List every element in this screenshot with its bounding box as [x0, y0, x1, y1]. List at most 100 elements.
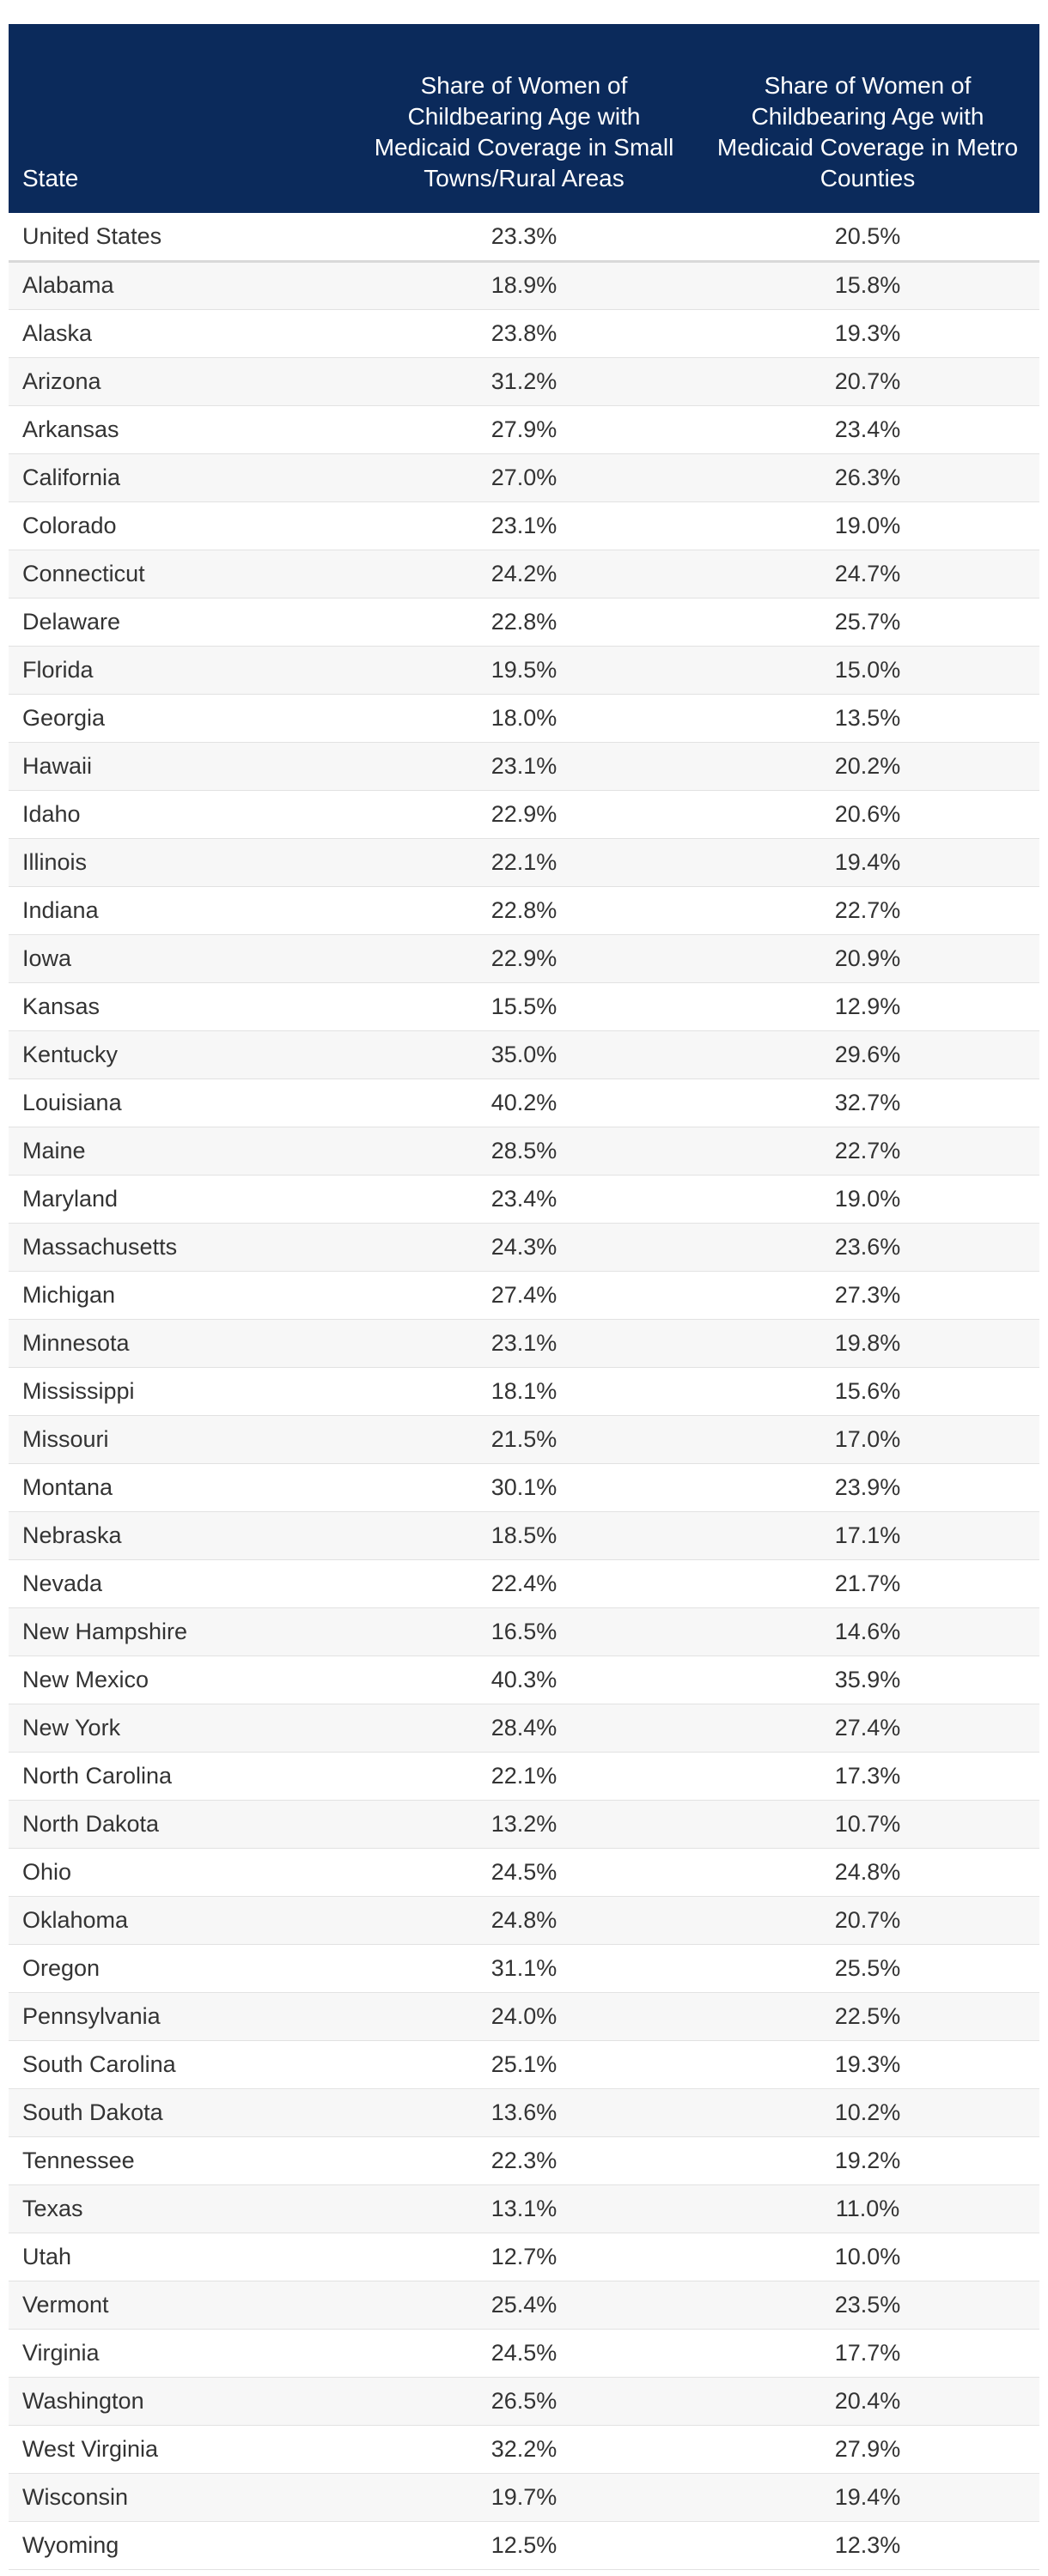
metro-share-cell: 29.6%	[834, 1041, 901, 1067]
rural-share-cell: 31.1%	[490, 1954, 558, 1981]
rural-share-cell: 22.1%	[490, 848, 558, 875]
table-row: Illinois 22.1% 19.4%	[9, 838, 1039, 886]
state-name-cell: Florida	[22, 656, 94, 683]
rural-share-cell: 28.4%	[490, 1714, 558, 1741]
metro-share-cell: 32.7%	[834, 1089, 901, 1115]
table-row: Minnesota 23.1% 19.8%	[9, 1319, 1039, 1367]
rural-share-cell: 16.5%	[490, 1618, 558, 1644]
state-name-cell: Maryland	[22, 1185, 119, 1212]
table-row: Iowa 22.9% 20.9%	[9, 934, 1039, 982]
metro-share-cell: 19.4%	[834, 2483, 901, 2510]
rural-share-cell: 15.5%	[490, 993, 558, 1019]
rural-share-cell: 13.1%	[490, 2195, 558, 2221]
table-row: Connecticut 24.2% 24.7%	[9, 550, 1039, 598]
rural-share-cell: 27.9%	[490, 416, 558, 442]
metro-share-cell: 23.6%	[834, 1233, 901, 1260]
state-name-cell: Missouri	[22, 1425, 109, 1452]
state-name-cell: Wisconsin	[22, 2483, 129, 2510]
rural-share-cell: 24.0%	[490, 2002, 558, 2029]
state-name-cell: Idaho	[22, 800, 81, 827]
rural-share-cell: 23.1%	[490, 1329, 558, 1356]
table-row: Colorado 23.1% 19.0%	[9, 501, 1039, 550]
table-row: Tennessee 22.3% 19.2%	[9, 2136, 1039, 2184]
table-row: Nevada 22.4% 21.7%	[9, 1559, 1039, 1607]
rural-share-cell: 18.0%	[490, 704, 558, 731]
state-name-cell: Montana	[22, 1473, 113, 1500]
rural-share-cell: 28.5%	[490, 1137, 558, 1163]
table-row: Kentucky 35.0% 29.6%	[9, 1030, 1039, 1078]
state-name-cell: Pennsylvania	[22, 2002, 161, 2029]
rural-share-cell: 25.4%	[490, 2291, 558, 2318]
rural-share-cell: 35.0%	[490, 1041, 558, 1067]
rural-share-cell: 18.9%	[490, 272, 558, 298]
metro-share-cell: 17.1%	[834, 1522, 901, 1548]
table-body: United States 23.3% 20.5% Alabama 18.9% 15.8%…	[9, 213, 1039, 2569]
metro-share-cell: 12.3%	[834, 2531, 901, 2558]
column-header-state[interactable]: State	[22, 165, 79, 191]
state-name-cell: Mississippi	[22, 1377, 135, 1404]
table-row: Louisiana 40.2% 32.7%	[9, 1078, 1039, 1127]
metro-share-cell: 19.0%	[834, 512, 901, 538]
rural-share-cell: 23.3%	[490, 222, 558, 249]
rural-share-cell: 12.7%	[490, 2243, 558, 2269]
table-row: Pennsylvania 24.0% 22.5%	[9, 1992, 1039, 2040]
metro-share-cell: 23.4%	[834, 416, 901, 442]
table-row: New Mexico 40.3% 35.9%	[9, 1656, 1039, 1704]
state-name-cell: West Virginia	[22, 2435, 159, 2462]
table-header: State Share of Women of Childbearing Age…	[9, 24, 1039, 213]
table-row: United States 23.3% 20.5%	[9, 213, 1039, 261]
table-row: California 27.0% 26.3%	[9, 453, 1039, 501]
metro-share-cell: 22.5%	[834, 2002, 901, 2029]
column-header-rural[interactable]: Share of Women of Childbearing Age with …	[374, 72, 674, 191]
metro-share-cell: 22.7%	[834, 1137, 901, 1163]
state-name-cell: North Carolina	[22, 1762, 173, 1789]
table-row: Wisconsin 19.7% 19.4%	[9, 2473, 1039, 2521]
metro-share-cell: 26.3%	[834, 464, 901, 490]
table-row: South Carolina 25.1% 19.3%	[9, 2040, 1039, 2088]
metro-share-cell: 15.0%	[834, 656, 901, 683]
state-name-cell: Texas	[22, 2195, 83, 2221]
metro-share-cell: 21.7%	[834, 1570, 901, 1596]
column-header-metro[interactable]: Share of Women of Childbearing Age with …	[716, 72, 1019, 191]
rural-share-cell: 22.3%	[490, 2147, 558, 2173]
state-name-cell: United States	[22, 222, 162, 249]
metro-share-cell: 17.3%	[834, 1762, 901, 1789]
rural-share-cell: 22.4%	[490, 1570, 558, 1596]
rural-share-cell: 21.5%	[490, 1425, 558, 1452]
state-name-cell: Nevada	[22, 1570, 103, 1596]
metro-share-cell: 24.7%	[834, 560, 901, 586]
table-row: Georgia 18.0% 13.5%	[9, 694, 1039, 742]
rural-share-cell: 22.1%	[490, 1762, 558, 1789]
rural-share-cell: 32.2%	[490, 2435, 558, 2462]
rural-share-cell: 24.2%	[490, 560, 558, 586]
table-row: Texas 13.1% 11.0%	[9, 2184, 1039, 2233]
table-row: Maine 28.5% 22.7%	[9, 1127, 1039, 1175]
table-row: Utah 12.7% 10.0%	[9, 2233, 1039, 2281]
metro-share-cell: 22.7%	[834, 896, 901, 923]
table-row: New Hampshire 16.5% 14.6%	[9, 1607, 1039, 1656]
table-row: Michigan 27.4% 27.3%	[9, 1271, 1039, 1319]
table-row: Maryland 23.4% 19.0%	[9, 1175, 1039, 1223]
rural-share-cell: 24.5%	[490, 1858, 558, 1885]
rural-share-cell: 23.1%	[490, 512, 558, 538]
metro-share-cell: 23.5%	[834, 2291, 901, 2318]
state-name-cell: South Dakota	[22, 2099, 163, 2125]
metro-share-cell: 24.8%	[834, 1858, 901, 1885]
table-row: Kansas 15.5% 12.9%	[9, 982, 1039, 1030]
table-row: Ohio 24.5% 24.8%	[9, 1848, 1039, 1896]
table-row: Arkansas 27.9% 23.4%	[9, 405, 1039, 453]
table-row: Massachusetts 24.3% 23.6%	[9, 1223, 1039, 1271]
state-name-cell: Maine	[22, 1137, 86, 1163]
metro-share-cell: 19.0%	[834, 1185, 901, 1212]
metro-share-cell: 35.9%	[834, 1666, 901, 1692]
rural-share-cell: 23.4%	[490, 1185, 558, 1212]
table-row: Florida 19.5% 15.0%	[9, 646, 1039, 694]
metro-share-cell: 15.6%	[834, 1377, 901, 1404]
table-row: Wyoming 12.5% 12.3%	[9, 2521, 1039, 2569]
metro-share-cell: 19.4%	[834, 848, 901, 875]
rural-share-cell: 22.9%	[490, 945, 558, 971]
state-name-cell: Georgia	[22, 704, 106, 731]
rural-share-cell: 40.2%	[490, 1089, 558, 1115]
state-name-cell: Hawaii	[22, 752, 93, 779]
rural-share-cell: 22.9%	[490, 800, 558, 827]
